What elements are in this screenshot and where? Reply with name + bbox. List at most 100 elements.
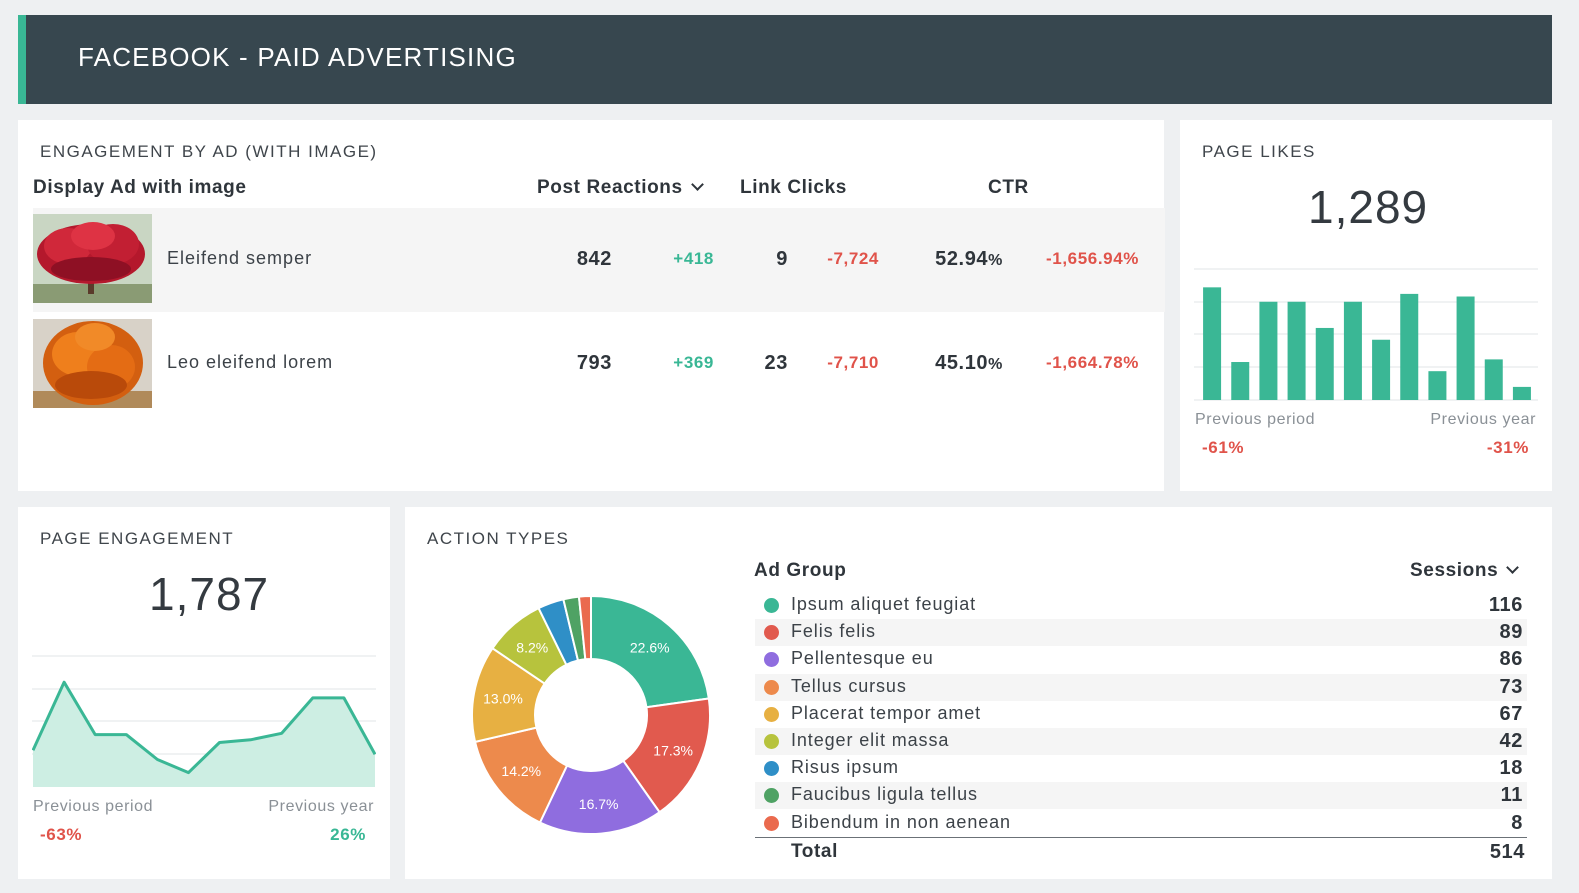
ctr-value: 52.94%: [893, 248, 1003, 271]
list-item[interactable]: Tellus cursus 73: [755, 673, 1527, 701]
column-header-link-clicks[interactable]: Link Clicks: [740, 177, 847, 198]
link-clicks-delta: -7,710: [827, 353, 879, 372]
list-item-value: 116: [1488, 594, 1523, 616]
page-likes-title: PAGE LIKES: [1202, 142, 1316, 161]
slice-data-label: 22.6%: [630, 639, 670, 655]
slice-data-label: 16.7%: [579, 796, 619, 812]
ad-name: Eleifend semper: [167, 248, 313, 268]
list-item-label: Placerat tempor amet: [791, 702, 982, 723]
list-item-label: Bibendum in non aenean: [791, 811, 1011, 832]
sessions-label: Sessions: [1410, 560, 1499, 581]
bar: [1372, 339, 1391, 400]
list-item[interactable]: Pellentesque eu 86: [755, 646, 1527, 673]
previous-period-value: -61%: [1202, 438, 1245, 457]
total-value: 514: [1489, 841, 1525, 863]
bar: [1203, 287, 1222, 400]
bar: [1456, 296, 1475, 400]
table-row[interactable]: Eleifend semper 842 +418 9 -7,724 52.94%…: [33, 208, 1165, 312]
ctr-unit: %: [988, 252, 1003, 269]
pie-slice: [621, 697, 711, 814]
bar: [1512, 386, 1531, 400]
chevron-down-icon: [690, 178, 704, 191]
list-item[interactable]: Faucibus ligula tellus 11: [755, 782, 1527, 810]
dashboard-header: FACEBOOK - PAID ADVERTISING: [18, 15, 1552, 104]
page-engagement-title: PAGE ENGAGEMENT: [40, 529, 235, 548]
legend-dot-icon: [764, 815, 779, 831]
area-line: [32, 680, 376, 775]
page-engagement-card: PAGE ENGAGEMENT 1,787 Previous period Pr…: [18, 507, 390, 879]
list-item[interactable]: Felis felis 89: [755, 619, 1527, 647]
list-item-value: 11: [1500, 784, 1523, 807]
ctr-delta: -1,656.94%: [1046, 249, 1139, 268]
legend-dot-icon: [764, 679, 779, 695]
total-label: Total: [791, 841, 838, 862]
page-likes-bar-chart: [1194, 268, 1538, 401]
action-types-donut-chart: 22.6% 17.3% 16.7% 14.2% 13.0% 8.2%: [471, 594, 711, 835]
post-reactions-label: Post Reactions: [537, 177, 683, 198]
chevron-down-icon: [1506, 561, 1520, 574]
legend-dot-icon: [764, 598, 779, 613]
column-header-post-reactions[interactable]: Post Reactions: [537, 177, 704, 199]
list-item-value: 86: [1499, 648, 1523, 671]
dashboard-title: FACEBOOK - PAID ADVERTISING: [78, 42, 517, 72]
link-clicks-delta: -7,724: [827, 249, 879, 268]
column-header-ctr[interactable]: CTR: [988, 177, 1029, 198]
bar: [1343, 301, 1362, 400]
slice-data-label: 8.2%: [516, 639, 548, 655]
slice-data-label: 13.0%: [483, 691, 523, 707]
ctr-number: 45.10: [935, 352, 989, 374]
slice-data-label: 17.3%: [653, 743, 693, 759]
page-likes-card: PAGE LIKES 1,289 Previous period Previou…: [1180, 120, 1552, 491]
list-item-label: Ipsum aliquet feugiat: [791, 594, 977, 614]
previous-year-label: Previous year: [1430, 411, 1536, 428]
list-item-value: 8: [1511, 811, 1523, 834]
column-header-ad[interactable]: Display Ad with image: [33, 177, 247, 198]
previous-year-label: Previous year: [268, 798, 374, 815]
list-item-value: 18: [1499, 757, 1523, 780]
list-item[interactable]: Bibendum in non aenean 8: [755, 810, 1527, 837]
list-item[interactable]: Placerat tempor amet 67: [755, 701, 1527, 728]
ctr-value: 45.10%: [893, 352, 1003, 375]
link-clicks-value: 23: [764, 352, 788, 374]
list-item-label: Felis felis: [791, 621, 876, 642]
table-row[interactable]: Leo eleifend lorem 793 +369 23 -7,710 45…: [33, 312, 1165, 416]
bar: [1428, 371, 1447, 400]
previous-period-value: -63%: [40, 825, 83, 844]
bar: [1484, 359, 1503, 400]
link-clicks-value: 9: [776, 248, 788, 270]
list-item-label: Tellus cursus: [791, 675, 907, 696]
ctr-delta: -1,664.78%: [1046, 353, 1139, 372]
previous-period-label: Previous period: [1195, 411, 1316, 428]
bar: [1287, 301, 1306, 400]
list-item-label: Faucibus ligula tellus: [791, 784, 978, 805]
engagement-by-ad-card: ENGAGEMENT BY AD (WITH IMAGE) Display Ad…: [18, 120, 1165, 491]
ctr-unit: %: [988, 356, 1003, 373]
list-item[interactable]: Integer elit massa 42: [755, 728, 1527, 755]
red-tree-image: [33, 214, 152, 303]
list-item[interactable]: Risus ipsum 18: [755, 755, 1527, 782]
post-reactions-value: 842: [576, 248, 612, 270]
orange-tree-image: [33, 319, 152, 408]
pie-slice: [590, 594, 710, 709]
list-item-value: 73: [1499, 675, 1523, 698]
list-item-value: 67: [1499, 702, 1523, 725]
bar: [1231, 362, 1250, 400]
list-item[interactable]: Ipsum aliquet feugiat 116: [755, 592, 1527, 619]
list-item-label: Integer elit massa: [791, 730, 950, 750]
legend-dot-icon: [764, 706, 779, 722]
legend-dot-icon: [764, 761, 779, 777]
previous-period-label: Previous period: [33, 798, 154, 815]
action-types-title: ACTION TYPES: [427, 529, 570, 548]
bar: [1259, 301, 1278, 400]
list-item-label: Pellentesque eu: [791, 648, 934, 669]
sessions-header[interactable]: Sessions: [1410, 560, 1520, 582]
legend-dot-icon: [764, 625, 779, 641]
post-reactions-value: 793: [576, 352, 612, 374]
legend-dot-icon: [764, 734, 779, 749]
ad-group-header[interactable]: Ad Group: [754, 560, 847, 581]
bar: [1400, 293, 1419, 400]
previous-year-value: -31%: [1486, 438, 1529, 457]
list-item-label: Risus ipsum: [791, 757, 899, 778]
area-fill: [33, 682, 375, 787]
post-reactions-delta: +418: [673, 249, 714, 268]
